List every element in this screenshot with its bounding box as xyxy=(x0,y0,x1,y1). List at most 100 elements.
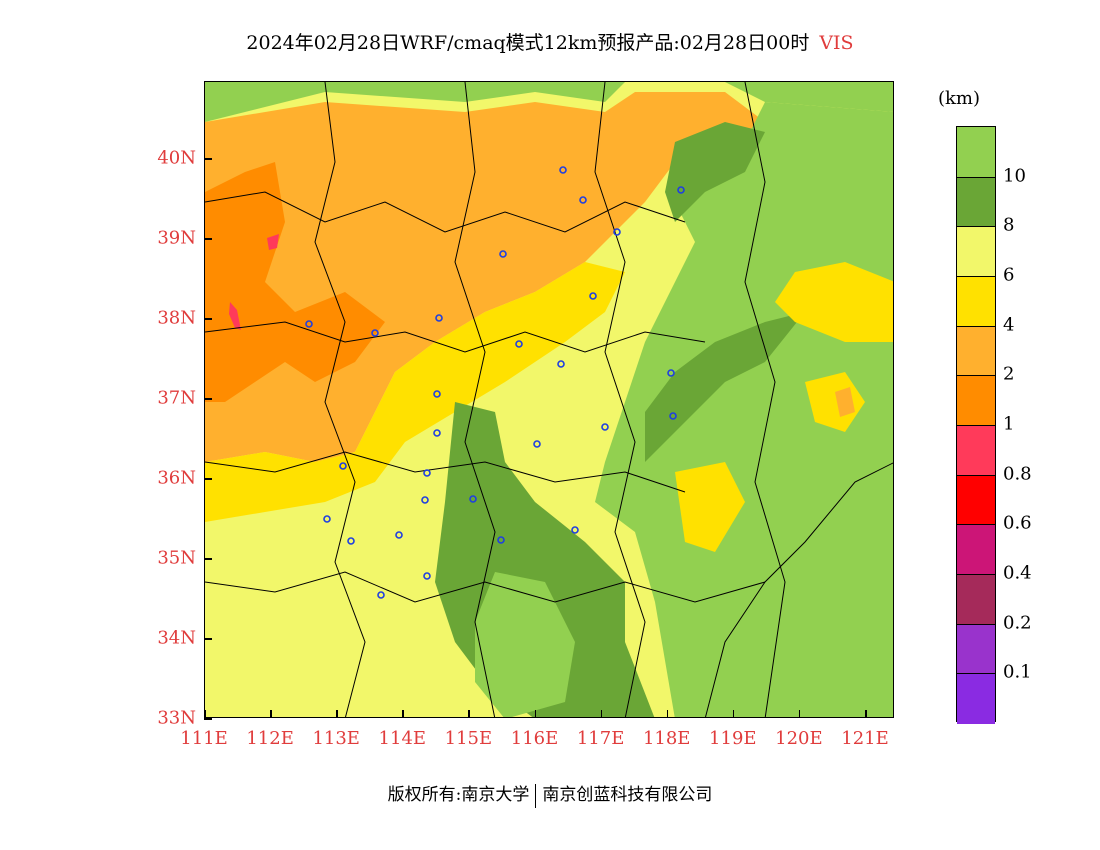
visibility-map xyxy=(204,81,894,718)
legend-label: 0.1 xyxy=(1003,661,1032,683)
latitude-tick-label: 33N xyxy=(157,707,196,729)
longitude-tick-mark xyxy=(270,710,272,718)
legend-label: 0.8 xyxy=(1003,463,1032,485)
latitude-tick-mark xyxy=(204,718,212,720)
city-marker xyxy=(395,531,403,539)
vis-0.8-1-spot xyxy=(229,302,241,330)
latitude-tick-label: 34N xyxy=(157,627,196,649)
city-marker xyxy=(339,462,347,470)
vis-8-10-ridge-north xyxy=(665,122,765,222)
latitude-tick-label: 36N xyxy=(157,467,196,489)
city-marker xyxy=(377,591,385,599)
city-marker xyxy=(515,340,523,348)
legend-color-cell xyxy=(957,574,995,625)
legend-label: 4 xyxy=(1003,314,1015,336)
city-marker xyxy=(533,440,541,448)
city-marker xyxy=(423,572,431,580)
longitude-tick-mark xyxy=(402,710,404,718)
longitude-tick-mark xyxy=(204,710,206,718)
longitude-tick-mark xyxy=(798,710,801,718)
company-text: 南京创蓝科技有限公司 xyxy=(542,785,713,805)
vis-2-4-region xyxy=(205,92,765,462)
longitude-tick-mark xyxy=(865,710,867,718)
latitude-tick-mark xyxy=(204,398,212,400)
city-marker xyxy=(433,390,441,398)
vis-gt10-region-north xyxy=(205,82,893,122)
longitude-tick-mark xyxy=(534,710,536,718)
city-marker xyxy=(559,166,567,174)
city-marker xyxy=(469,495,477,503)
city-marker xyxy=(571,526,579,534)
longitude-tick-mark xyxy=(666,710,669,718)
longitude-tick-label: 119E xyxy=(709,728,757,749)
city-marker xyxy=(347,537,355,545)
legend-label: 0.6 xyxy=(1003,512,1032,534)
latitude-tick-label: 38N xyxy=(157,307,196,329)
city-marker xyxy=(323,515,331,523)
legend-label: 10 xyxy=(1003,165,1026,187)
latitude-tick-label: 39N xyxy=(157,227,196,249)
longitude-tick-mark xyxy=(600,710,603,718)
legend-color-cell xyxy=(957,524,995,575)
boundaries xyxy=(205,82,893,717)
city-markers xyxy=(305,166,685,599)
city-marker xyxy=(667,369,675,377)
city-marker xyxy=(601,423,609,431)
city-marker xyxy=(305,320,313,328)
latitude-tick-label: 40N xyxy=(157,147,196,169)
city-marker xyxy=(613,228,621,236)
longitude-tick-label: 120E xyxy=(775,728,823,749)
legend-label: 2 xyxy=(1003,363,1015,385)
city-marker xyxy=(589,292,597,300)
longitude-tick-label: 114E xyxy=(378,728,427,749)
longitude-tick-label: 113E xyxy=(312,728,360,749)
copyright-text: 版权所有:南京大学 xyxy=(387,785,530,805)
longitude-tick-label: 121E xyxy=(841,728,889,749)
vis-4-6-region xyxy=(205,262,625,522)
legend-color-cell xyxy=(957,226,995,277)
legend-unit: (km) xyxy=(938,88,981,109)
visibility-field xyxy=(205,82,893,717)
footer-divider xyxy=(535,783,537,808)
title-text: 2024年02月28日WRF/cmaq模式12km预报产品:02月28日00时 xyxy=(246,32,810,54)
city-marker xyxy=(579,196,587,204)
variable-label: VIS xyxy=(819,32,854,54)
city-marker xyxy=(421,496,429,504)
city-marker xyxy=(677,186,685,194)
city-marker xyxy=(435,314,443,322)
vis-0.8-1-spot-2 xyxy=(267,234,279,250)
longitude-tick-label: 115E xyxy=(444,728,493,749)
legend-label: 6 xyxy=(1003,264,1015,286)
latitude-tick-label: 37N xyxy=(157,387,196,409)
vis-gt10-region-east xyxy=(595,102,893,717)
latitude-tick-label: 35N xyxy=(157,547,196,569)
legend-color-cell xyxy=(957,375,995,426)
legend-color-cell xyxy=(957,474,995,526)
legend-color-cell xyxy=(957,276,995,327)
legend-label: 8 xyxy=(1003,214,1015,236)
legend-color-cell xyxy=(957,673,995,724)
city-marker xyxy=(557,360,565,368)
longitude-tick-label: 116E xyxy=(510,728,559,749)
latitude-tick-mark xyxy=(204,558,212,560)
legend-color-cell xyxy=(957,176,995,228)
map-title: 2024年02月28日WRF/cmaq模式12km预报产品:02月28日00时 V… xyxy=(0,28,1100,55)
legend-color-cell xyxy=(957,425,995,476)
city-marker xyxy=(433,429,441,437)
latitude-tick-mark xyxy=(204,478,212,480)
city-marker xyxy=(499,250,507,258)
longitude-tick-label: 111E xyxy=(180,728,228,749)
longitude-tick-label: 112E xyxy=(246,728,294,749)
city-marker xyxy=(371,329,379,337)
longitude-tick-mark xyxy=(732,710,735,718)
latitude-tick-mark xyxy=(204,638,212,640)
color-legend xyxy=(956,126,996,724)
latitude-tick-mark xyxy=(204,318,212,320)
legend-label: 0.4 xyxy=(1003,562,1032,584)
latitude-tick-mark xyxy=(204,158,212,160)
legend-label: 1 xyxy=(1003,413,1015,435)
vis-2-4-east-spot xyxy=(835,387,855,417)
vis-gt10-south xyxy=(475,572,575,717)
longitude-tick-mark xyxy=(468,710,470,718)
city-marker xyxy=(423,469,431,477)
